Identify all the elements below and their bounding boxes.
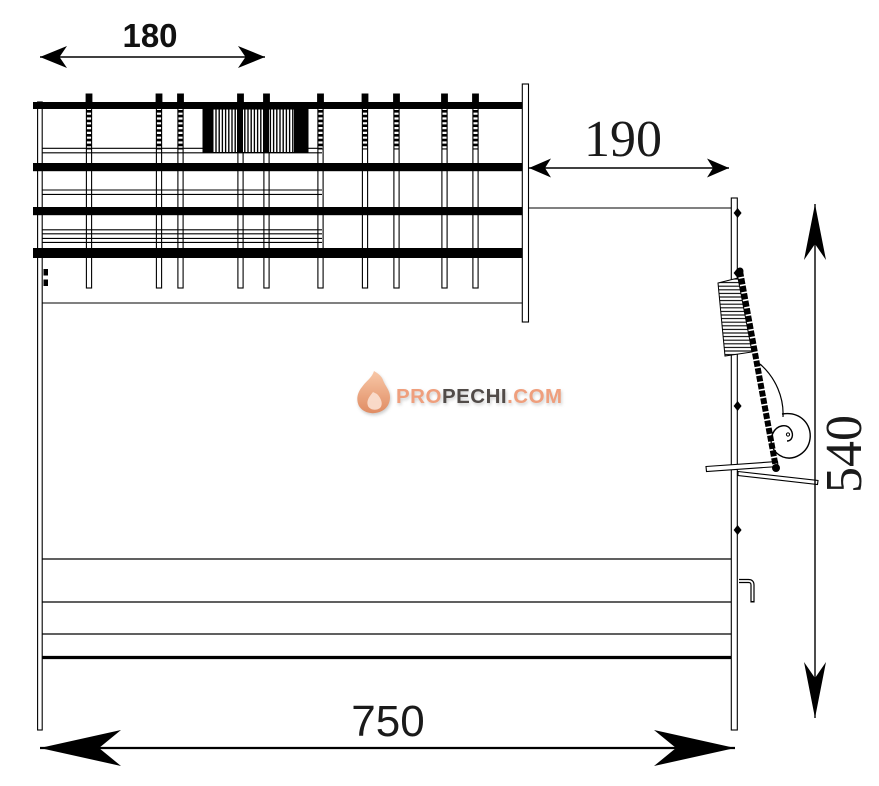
arrowhead-left [40, 730, 121, 766]
bracket-slat [737, 470, 819, 486]
watermark-part-com: .COM [507, 385, 563, 408]
scroll-bracket [705, 267, 819, 486]
arrowhead-down [804, 662, 826, 718]
flame-icon [357, 371, 390, 414]
scroll-center [785, 432, 791, 437]
arrowhead-left [40, 46, 67, 68]
rod [317, 93, 324, 289]
left-frame-edge [37, 101, 43, 731]
twisted-strut [737, 270, 779, 469]
rod [472, 93, 479, 289]
rod [393, 93, 400, 289]
strut-cap [772, 464, 780, 472]
slat-bar [33, 102, 523, 109]
watermark-part-pechi: PECHI [442, 385, 507, 408]
grate-block [202, 108, 309, 153]
arrowhead-right [707, 158, 729, 178]
rod [361, 93, 369, 289]
dimension-180: 180 [40, 17, 265, 68]
slatted-top-assembly [33, 83, 530, 323]
arrowhead-right [238, 46, 265, 68]
bench-body [37, 101, 732, 731]
rod [441, 93, 448, 289]
dimension-750: 750 [40, 697, 735, 766]
dim-750-label: 750 [351, 697, 424, 746]
rod [155, 93, 163, 289]
rivet [733, 525, 742, 535]
dim-540-label: 540 [816, 415, 873, 493]
dim-180-label: 180 [122, 17, 177, 54]
arrowhead-left [529, 158, 551, 178]
slat-bars [33, 102, 523, 258]
scroll-arm-curve [759, 363, 784, 418]
left-hinge-mark [43, 279, 48, 286]
dim-190-label: 190 [584, 111, 662, 168]
watermark-text: PROPECHI.COM [396, 385, 563, 408]
slat-bar [33, 248, 523, 258]
bracket-slat [705, 460, 779, 473]
rod [177, 93, 184, 289]
arrowhead-up [804, 204, 826, 260]
watermark-part-pro: PRO [396, 385, 442, 408]
slat-bar [33, 207, 523, 216]
arrowhead-right [654, 730, 735, 766]
rivet [733, 401, 742, 411]
top-assembly-right-wall [521, 83, 530, 323]
strut-cap [736, 267, 744, 275]
rod [85, 93, 93, 289]
scroll-volute [770, 412, 811, 459]
slat-bar [33, 163, 523, 172]
vertical-rods [85, 93, 479, 289]
watermark: PROPECHI.COM [357, 371, 563, 414]
left-hinge-mark [43, 269, 48, 276]
dimension-540: 540 [804, 204, 873, 718]
rivet [733, 208, 742, 218]
dimension-190: 190 [529, 111, 729, 178]
latch-hook [739, 578, 755, 603]
